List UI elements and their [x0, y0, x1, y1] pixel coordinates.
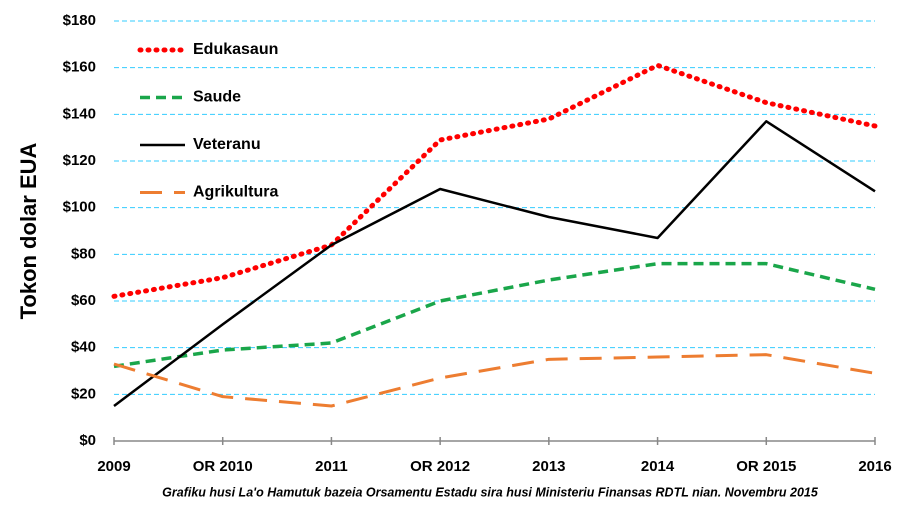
y-tick-label: $100 — [63, 199, 96, 216]
legend-label: Edukasaun — [193, 41, 278, 58]
x-tick-label: 2014 — [641, 458, 675, 475]
y-tick-label: $140 — [63, 105, 96, 122]
y-tick-label: $180 — [63, 12, 96, 29]
x-tick-label: 2013 — [532, 458, 565, 475]
x-tick-label: OR 2010 — [193, 458, 253, 475]
y-tick-label: $80 — [71, 245, 96, 262]
x-tick-label: 2016 — [858, 458, 891, 475]
y-tick-label: $40 — [71, 339, 96, 356]
y-tick-label: $160 — [63, 59, 96, 76]
y-tick-label: $120 — [63, 152, 96, 169]
y-tick-label: $20 — [71, 385, 96, 402]
x-tick-label: 2011 — [315, 458, 348, 475]
x-tick-label: 2009 — [97, 458, 130, 475]
x-tick-label: OR 2012 — [410, 458, 470, 475]
legend-label: Agrikultura — [193, 184, 278, 201]
x-tick-label: OR 2015 — [736, 458, 796, 475]
legend-label: Saude — [193, 89, 241, 106]
caption: Grafiku husi La'o Hamutuk bazeia Orsamen… — [162, 485, 819, 499]
legend-label: Veteranu — [193, 136, 261, 153]
y-axis-label: Tokon dolar EUA — [16, 142, 41, 319]
series-line — [113, 353, 876, 408]
series-line — [113, 261, 876, 369]
y-tick-label: $60 — [71, 292, 96, 309]
series-line — [111, 62, 878, 299]
y-tick-label: $0 — [79, 432, 96, 449]
series-line — [113, 120, 876, 407]
